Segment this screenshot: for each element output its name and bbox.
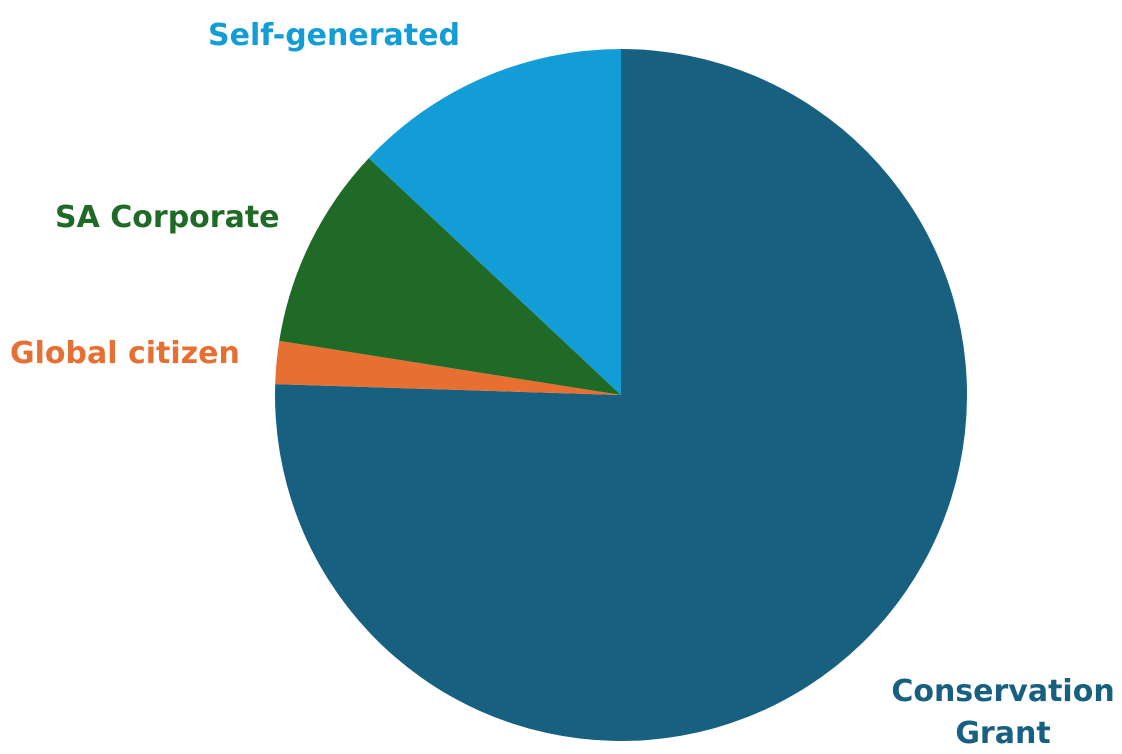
slice-labels: Conservation Grant Global citizen SA Corpor… bbox=[10, 18, 1115, 751]
pie-slices bbox=[274, 49, 967, 741]
pie-slice-global-citizen bbox=[275, 340, 621, 395]
slice-label-conservation-grant: Conservation Grant bbox=[891, 674, 1114, 751]
slice-label-global-citizen: Global citizen bbox=[10, 336, 240, 371]
slice-label-self-generated: Self-generated bbox=[208, 18, 460, 53]
pie-slice-sa-corporate bbox=[279, 158, 621, 395]
slice-label-sa-corporate: SA Corporate bbox=[55, 200, 280, 235]
pie-slice-self-generated bbox=[368, 49, 621, 395]
